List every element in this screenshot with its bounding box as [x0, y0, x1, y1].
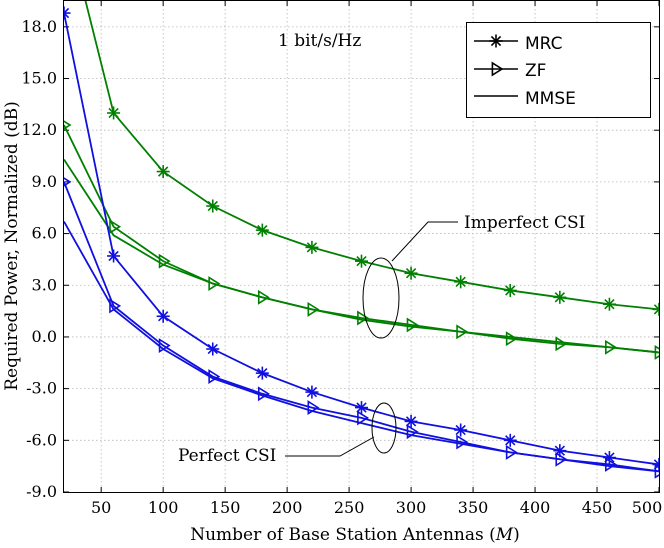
point-perfect-mrc — [156, 309, 170, 323]
x-axis-label-prefix: Number of Base Station Antennas ( — [190, 525, 496, 545]
y-tick-label: -9.0 — [26, 482, 57, 501]
perfect-csi-annotation: Perfect CSI — [178, 402, 397, 466]
legend-sample-mrc-marker — [489, 34, 503, 48]
point-imperfect-zf — [456, 324, 469, 340]
point-imperfect-zf — [109, 219, 122, 235]
imperfect-csi-label: Imperfect CSI — [464, 213, 585, 233]
x-axis-label: Number of Base Station Antennas (M) — [190, 525, 520, 545]
legend-label-zf: ZF — [525, 61, 546, 81]
x-tick-label: 350 — [458, 498, 489, 517]
rate-annotation: 1 bit/s/Hz — [278, 31, 361, 51]
point-perfect-zf — [158, 338, 171, 354]
point-perfect-mrc — [602, 451, 616, 465]
point-imperfect-zf — [208, 276, 221, 291]
point-perfect-zf — [307, 400, 320, 416]
legend-label-mmse: MMSE — [525, 89, 576, 109]
y-axis-label: Required Power, Normalized (dB) — [2, 101, 22, 391]
x-tick-label: 250 — [334, 498, 365, 517]
legend-label-mrc: MRC — [525, 34, 563, 54]
point-perfect-zf — [456, 434, 469, 450]
point-perfect-mrc — [305, 385, 319, 399]
perfect-csi-leader — [285, 436, 375, 457]
point-imperfect-mrc — [305, 240, 319, 254]
x-tick-label: 450 — [582, 498, 613, 517]
point-imperfect-mrc — [404, 266, 418, 280]
gridlines — [64, 1, 659, 492]
y-tick-label: -3.0 — [26, 379, 57, 398]
legend-sample-zf-marker — [491, 61, 504, 77]
y-tick-label: 0.0 — [32, 327, 57, 346]
perfect-csi-ellipse — [371, 402, 397, 454]
legend-samples — [474, 34, 518, 97]
y-tick-label: 18.0 — [21, 17, 57, 36]
point-perfect-zf — [357, 410, 370, 426]
point-imperfect-zf — [64, 120, 72, 130]
point-imperfect-mrc — [107, 106, 121, 120]
point-imperfect-zf — [357, 310, 370, 326]
x-tick-label: 400 — [520, 498, 551, 517]
point-perfect-mrc — [107, 249, 121, 263]
plot-frame — [63, 0, 660, 493]
point-imperfect-mrc — [553, 290, 567, 304]
y-tick-label: 6.0 — [32, 224, 57, 243]
x-tick-label: 150 — [210, 498, 241, 517]
imperfect-csi-leader — [391, 221, 458, 262]
point-imperfect-zf — [406, 317, 419, 333]
imperfect-csi-annotation: Imperfect CSI — [362, 213, 585, 339]
point-imperfect-zf — [307, 301, 320, 317]
x-tick-label: 100 — [148, 498, 179, 517]
point-perfect-zf — [555, 451, 568, 467]
y-tick-label: 3.0 — [32, 275, 57, 294]
point-imperfect-mrc — [156, 165, 170, 179]
point-perfect-mrc — [355, 401, 368, 415]
point-imperfect-mrc — [255, 223, 269, 237]
point-imperfect-mrc — [503, 283, 517, 297]
point-imperfect-mrc — [602, 297, 616, 311]
point-imperfect-zf — [654, 345, 659, 360]
point-imperfect-mrc — [206, 199, 220, 213]
point-perfect-zf — [64, 177, 72, 187]
series-line-imperfect-zf — [64, 124, 659, 354]
point-perfect-zf — [505, 444, 518, 460]
point-perfect-zf — [257, 386, 270, 402]
y-tick-label: -6.0 — [26, 430, 57, 449]
point-imperfect-mrc — [454, 275, 468, 289]
x-axis-label-suffix: ) — [513, 525, 520, 545]
point-imperfect-zf — [257, 289, 270, 305]
y-tick-label: 9.0 — [32, 172, 57, 191]
point-imperfect-mrc — [652, 302, 659, 316]
x-tick-label: 50 — [91, 498, 111, 517]
point-perfect-zf — [406, 424, 419, 440]
point-imperfect-zf — [505, 331, 518, 347]
point-imperfect-zf — [158, 253, 171, 269]
point-perfect-mrc — [404, 414, 418, 428]
y-tick-label: 12.0 — [21, 120, 57, 139]
point-imperfect-mrc — [355, 254, 368, 268]
point-imperfect-zf — [555, 336, 568, 352]
point-perfect-mrc — [503, 433, 517, 447]
point-perfect-mrc — [206, 342, 220, 356]
series-markers — [64, 6, 659, 479]
point-imperfect-zf — [605, 339, 617, 355]
legend: MRC ZF MMSE — [466, 22, 651, 118]
point-perfect-mrc — [255, 366, 269, 380]
tick-labels: 50 100 150 200 250 300 350 400 450 500 -9.0 -6.0 -3.… — [21, 17, 662, 517]
x-tick-label: 300 — [396, 498, 427, 517]
imperfect-csi-ellipse — [362, 257, 400, 339]
point-perfect-mrc — [454, 423, 468, 437]
y-tick-label: 15.0 — [21, 69, 57, 88]
point-perfect-zf — [109, 298, 122, 314]
point-perfect-zf — [605, 456, 617, 472]
perfect-csi-label: Perfect CSI — [178, 446, 276, 466]
point-perfect-zf — [654, 463, 659, 479]
legend-box — [466, 22, 651, 118]
point-perfect-zf — [208, 369, 221, 385]
x-tick-label: 200 — [272, 498, 303, 517]
x-tick-label: 500 — [632, 498, 663, 517]
x-axis-label-var: M — [495, 525, 514, 545]
